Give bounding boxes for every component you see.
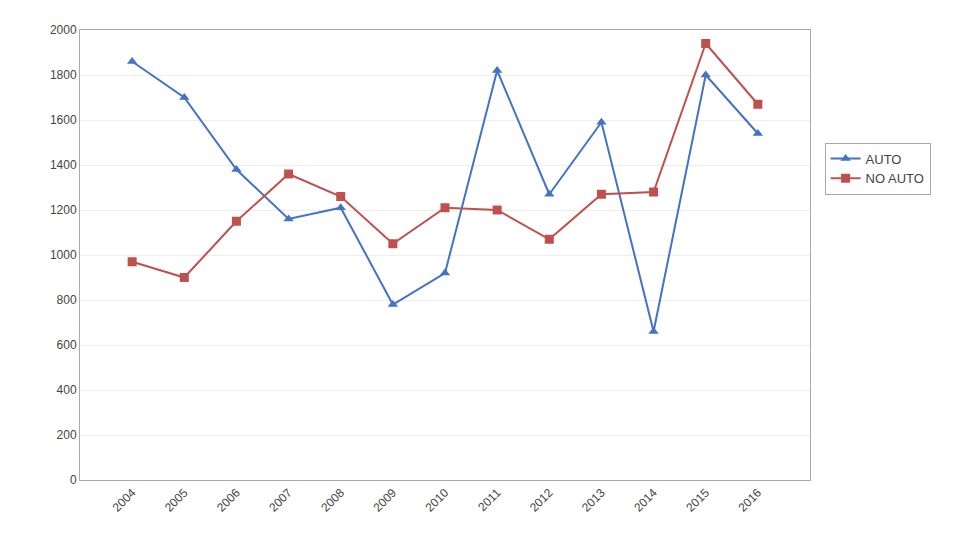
svg-text:NO AUTO: NO AUTO: [866, 171, 924, 186]
svg-text:2013: 2013: [579, 486, 608, 515]
svg-text:1000: 1000: [50, 248, 77, 262]
svg-text:2005: 2005: [162, 486, 191, 515]
svg-text:2016: 2016: [735, 486, 764, 515]
svg-text:2014: 2014: [631, 486, 660, 515]
svg-text:2006: 2006: [214, 486, 243, 515]
svg-text:2012: 2012: [527, 486, 556, 515]
svg-text:2007: 2007: [266, 486, 295, 515]
svg-text:1600: 1600: [50, 113, 77, 127]
svg-text:600: 600: [57, 338, 77, 352]
svg-text:1400: 1400: [50, 158, 77, 172]
svg-text:2004: 2004: [110, 486, 139, 515]
svg-text:1800: 1800: [50, 68, 77, 82]
svg-text:2008: 2008: [318, 486, 347, 515]
svg-text:2000: 2000: [50, 23, 77, 37]
svg-text:800: 800: [57, 293, 77, 307]
svg-text:2009: 2009: [370, 486, 399, 515]
svg-text:2015: 2015: [683, 486, 712, 515]
svg-text:2010: 2010: [423, 486, 452, 515]
svg-text:1200: 1200: [50, 203, 77, 217]
svg-text:400: 400: [57, 383, 77, 397]
svg-text:200: 200: [57, 428, 77, 442]
svg-text:0: 0: [70, 473, 77, 487]
svg-text:AUTO: AUTO: [866, 152, 902, 167]
svg-text:2011: 2011: [475, 486, 503, 514]
